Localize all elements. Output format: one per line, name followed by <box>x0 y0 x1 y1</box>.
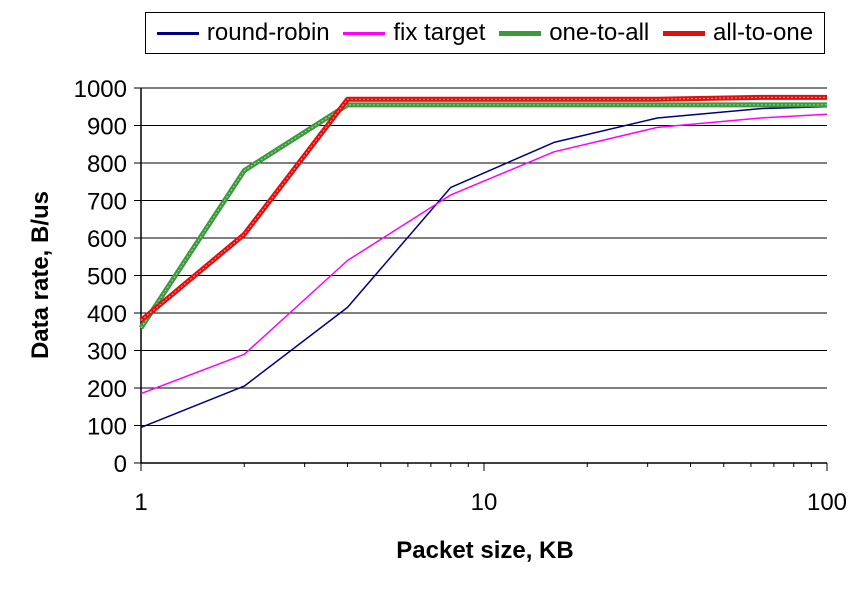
legend-label-round-robin: round-robin <box>206 19 330 46</box>
series-one-to-all <box>138 102 828 330</box>
x-axis-title: Packet size, KB <box>396 537 573 564</box>
series-fix-target <box>140 113 828 395</box>
series-line-all-to-one <box>139 94 827 323</box>
y-tick-label-400: 400 <box>87 301 127 328</box>
series-round-robin <box>140 106 828 429</box>
legend-label-all-to-one: all-to-one <box>713 19 814 46</box>
series-all-to-one <box>139 94 828 323</box>
y-tick-label-900: 900 <box>87 114 127 141</box>
legend-item-round-robin: round-robin <box>156 19 330 47</box>
series-line-pattern-one-to-all <box>140 104 827 329</box>
y-tick-label-100: 100 <box>87 414 127 441</box>
y-tick-label-800: 800 <box>87 151 127 178</box>
legend-label-fix-target: fix target <box>393 19 486 46</box>
y-tick-label-700: 700 <box>87 189 127 216</box>
legend-swatch-one-to-all <box>499 30 542 36</box>
x-tick-label-10: 10 <box>471 489 498 516</box>
y-tick-label-1000: 1000 <box>74 76 127 103</box>
legend-swatch-fix-target <box>343 31 386 35</box>
y-axis-title: Data rate, B/us <box>27 191 54 359</box>
y-tick-label-200: 200 <box>87 376 127 403</box>
legend-swatch-round-robin <box>156 31 199 35</box>
legend-item-one-to-all: one-to-all <box>499 19 649 47</box>
y-tick-label-300: 300 <box>87 339 127 366</box>
labels-layer: Packet size, KB Data rate, B/us <box>27 191 574 564</box>
x-tick-label-1: 1 <box>134 489 147 516</box>
x-tick-label-100: 100 <box>807 489 847 516</box>
y-tick-label-0: 0 <box>114 451 127 478</box>
series-line-round-robin <box>140 106 828 429</box>
legend-item-all-to-one: all-to-one <box>663 19 813 47</box>
series-line-fix-target <box>140 113 828 395</box>
legend-label-one-to-all: one-to-all <box>549 19 650 46</box>
grid-layer <box>141 87 827 426</box>
legend: round-robin fix target one-to-all all-to… <box>145 12 825 54</box>
series-line-pattern-all-to-one <box>140 96 827 321</box>
y-tick-label-600: 600 <box>87 226 127 253</box>
y-tick-label-500: 500 <box>87 264 127 291</box>
legend-item-fix-target: fix target <box>343 19 485 47</box>
series-layer <box>138 94 828 429</box>
axes-layer: 0 100 200 300 400 500 600 700 800 900 1000 1 10 100 <box>74 76 847 516</box>
legend-swatch-all-to-one <box>663 30 706 36</box>
series-line-one-to-all <box>138 102 827 330</box>
